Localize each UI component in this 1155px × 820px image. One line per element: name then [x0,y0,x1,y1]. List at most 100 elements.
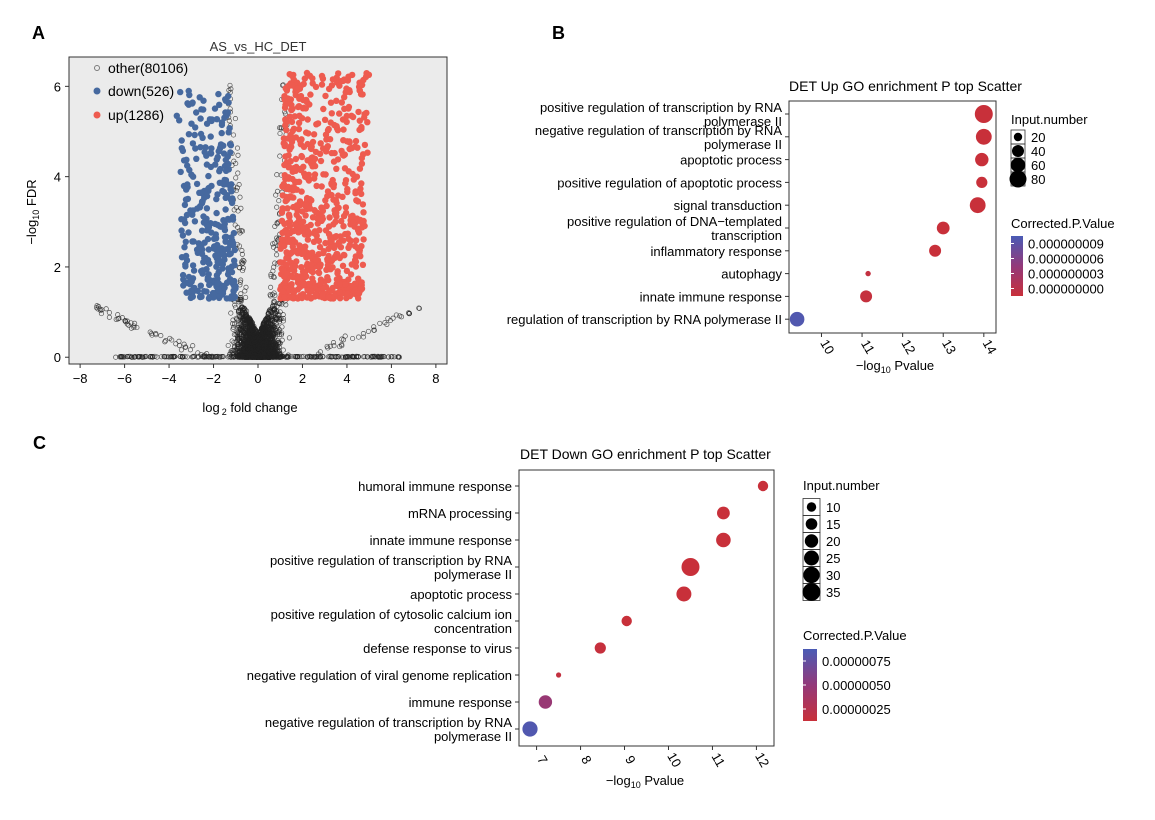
x-tick-label: 7 [534,753,551,767]
volcano-point-other [172,353,178,360]
volcano-point-other [116,315,122,321]
volcano-point-up [344,138,351,145]
volcano-point-up [321,116,329,124]
volcano-point-down [197,293,204,301]
volcano-points [94,69,423,360]
volcano-point-other [190,343,196,349]
volcano-point-other [269,333,275,340]
term-point [717,506,730,520]
volcano-point-other [235,152,241,158]
size-legend-dot [1010,157,1026,173]
volcano-point-other [356,334,362,340]
volcano-point-up [295,119,303,127]
volcano-point-other [278,332,284,338]
volcano-point-up [336,295,344,302]
volcano-point-down [223,279,231,287]
volcano-point-other [142,354,148,360]
volcano-point-up [311,175,318,182]
volcano-point-other [149,353,155,360]
x-tick-label: 12 [752,750,772,770]
volcano-point-up [361,114,368,121]
volcano-point-up [340,212,348,220]
volcano-point-other [265,330,271,337]
volcano-point-other [238,277,244,283]
volcano-point-other [365,328,371,334]
volcano-point-up [350,219,357,226]
volcano-point-other [274,220,280,226]
volcano-point-other [208,354,214,360]
volcano-point-up [281,220,288,227]
volcano-point-up [317,157,325,165]
volcano-point-other [339,336,345,342]
size-legend-label: 40 [1031,144,1045,159]
volcano-ylabel-main: −log [24,220,39,245]
volcano-point-other [252,327,258,333]
volcano-point-other [285,354,291,360]
volcano-point-up [358,180,365,187]
volcano-point-up [327,119,334,126]
volcano-point-down [213,116,221,123]
volcano-point-up [333,250,340,258]
volcano-point-up [357,185,364,192]
volcano-point-up [320,105,327,113]
volcano-point-other [239,228,246,234]
volcano-point-other [214,354,220,360]
volcano-point-up [344,290,351,297]
volcano-point-down [197,115,204,122]
volcano-point-down [185,87,192,95]
volcano-point-other [97,306,103,312]
size-legend-dot [804,550,819,566]
volcano-point-other [103,306,109,312]
volcano-point-up [348,261,355,268]
volcano-point-other [271,264,277,270]
term-label: immune response [409,695,512,710]
volcano-point-down [216,257,224,265]
go-down-plot-panel [518,469,775,747]
volcano-point-other [242,319,248,326]
volcano-point-down [229,213,237,220]
volcano-point-up [356,165,364,172]
term-label: signal transduction [674,198,782,213]
volcano-point-other [277,130,283,137]
volcano-ylabel-sub: 10 [31,210,41,220]
volcano-point-up [279,205,286,212]
volcano-point-other [238,291,244,297]
volcano-point-other [265,337,272,343]
volcano-point-down [182,238,189,245]
volcano-point-up [352,237,360,244]
volcano-point-up [324,274,331,281]
volcano-point-other [240,347,246,353]
volcano-point-other [263,344,269,351]
volcano-point-other [397,313,403,319]
volcano-x-tick-label: −4 [162,371,177,386]
volcano-point-other [230,326,236,332]
volcano-x-tick-label: 6 [388,371,395,386]
volcano-point-down [202,144,209,151]
volcano-point-up [301,268,309,276]
term-label-line: polymerase II [434,567,512,582]
volcano-point-down [203,161,211,168]
volcano-point-up [339,262,347,269]
volcano-point-down [222,238,229,245]
volcano-point-down [205,246,212,253]
volcano-point-other [169,337,175,343]
volcano-point-down [185,229,192,236]
volcano-point-other [294,353,300,360]
volcano-point-other [253,335,259,341]
volcano-point-up [360,209,367,216]
volcano-point-up [281,228,288,235]
legend-down-marker [93,87,101,95]
x-tick-label: 14 [980,337,1000,357]
volcano-point-up [338,99,345,106]
volcano-point-down [227,186,234,193]
volcano-x-tick-label: −8 [73,371,88,386]
go-down-scatter: DET Down GO enrichment P top Scatter hum… [247,446,907,790]
volcano-point-other [240,268,246,274]
volcano-point-other [278,354,284,360]
volcano-point-down [189,293,196,300]
term-label: apoptotic process [680,153,782,168]
volcano-point-down [231,283,238,290]
volcano-point-other [265,353,271,359]
volcano-point-down [198,189,205,196]
volcano-point-other [237,194,243,200]
